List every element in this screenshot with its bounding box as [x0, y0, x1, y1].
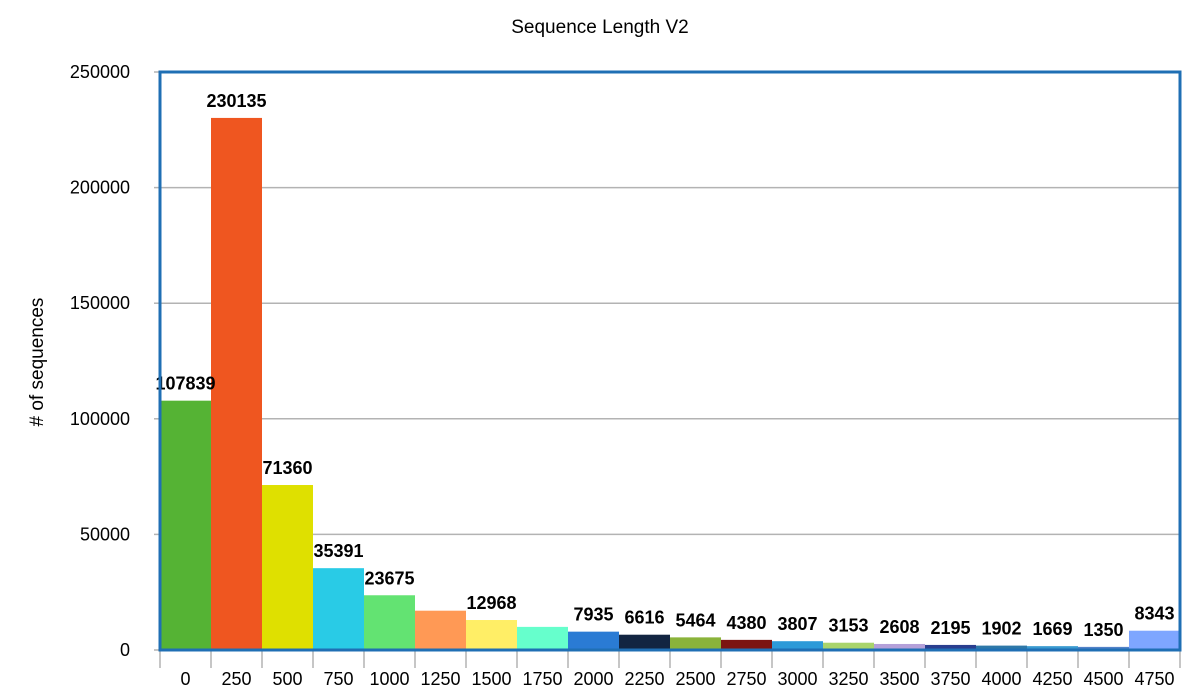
- x-tick-label: 2000: [573, 669, 613, 689]
- bar: [160, 400, 211, 650]
- data-label: 230135: [206, 91, 266, 111]
- x-tick-label: 4250: [1032, 669, 1072, 689]
- data-label: 5464: [675, 610, 715, 630]
- x-axis-ticks: 0 250 500 750 1000 1250 1500 1750 2000 2250 2500 27…: [158, 649, 1181, 689]
- y-tick-label: 150000: [70, 293, 130, 313]
- bar: [670, 637, 721, 650]
- data-label: 23675: [364, 568, 414, 588]
- x-tick-label: 2500: [675, 669, 715, 689]
- bar: [874, 643, 925, 650]
- y-tick-label: 50000: [80, 524, 130, 544]
- x-tick-label: 3250: [828, 669, 868, 689]
- plot-border: [158, 70, 1182, 652]
- x-tick-label: 1250: [420, 669, 460, 689]
- bar: [466, 620, 517, 650]
- bar: [211, 117, 262, 651]
- bars: [160, 117, 1180, 651]
- x-tick-label: 500: [272, 669, 302, 689]
- x-tick-label: 1000: [369, 669, 409, 689]
- y-tick-label: 0: [120, 640, 130, 660]
- bar: [262, 485, 313, 650]
- bar: [619, 634, 670, 650]
- data-label: 35391: [313, 541, 363, 561]
- x-tick-label: 1500: [471, 669, 511, 689]
- x-tick-label: 3750: [930, 669, 970, 689]
- x-tick-label: 3500: [879, 669, 919, 689]
- y-axis-label: # of sequences: [27, 298, 48, 427]
- bar: [1078, 646, 1129, 650]
- data-label: 107839: [155, 374, 215, 394]
- bar: [1129, 630, 1180, 650]
- data-label: 3807: [777, 614, 817, 634]
- bar: [415, 610, 466, 650]
- data-label: 2608: [879, 617, 919, 637]
- bar: [364, 595, 415, 650]
- x-tick-label: 3000: [777, 669, 817, 689]
- x-tick-label: 250: [221, 669, 251, 689]
- data-label: 1669: [1032, 619, 1072, 639]
- x-tick-label: 2250: [624, 669, 664, 689]
- bar: [721, 639, 772, 650]
- data-label: 8343: [1134, 604, 1174, 624]
- y-tick-label: 100000: [70, 409, 130, 429]
- bar: [823, 642, 874, 650]
- data-label: 12968: [466, 593, 516, 613]
- bar: [568, 631, 619, 650]
- bar: [313, 568, 364, 650]
- x-tick-label: 0: [180, 669, 190, 689]
- data-label: 1902: [981, 619, 1021, 639]
- bar: [925, 644, 976, 650]
- data-label: 7935: [573, 605, 613, 625]
- x-tick-label: 4750: [1134, 669, 1174, 689]
- bar: [772, 641, 823, 650]
- data-label: 3153: [828, 616, 868, 636]
- data-label: 1350: [1083, 620, 1123, 640]
- y-axis-ticks: 0 50000 100000 150000 200000 250000: [70, 62, 160, 660]
- data-label: 4380: [726, 613, 766, 633]
- data-label: 6616: [624, 608, 664, 628]
- x-tick-label: 4500: [1083, 669, 1123, 689]
- x-tick-label: 4000: [981, 669, 1021, 689]
- chart-title: Sequence Length V2: [511, 17, 689, 38]
- data-label: 2195: [930, 618, 970, 638]
- y-tick-label: 200000: [70, 178, 130, 198]
- bar: [517, 626, 568, 650]
- y-tick-label: 250000: [70, 62, 130, 82]
- x-tick-label: 1750: [522, 669, 562, 689]
- x-tick-label: 750: [323, 669, 353, 689]
- x-tick-label: 2750: [726, 669, 766, 689]
- bar: [976, 645, 1027, 650]
- data-label: 71360: [262, 458, 312, 478]
- bar: [1027, 646, 1078, 650]
